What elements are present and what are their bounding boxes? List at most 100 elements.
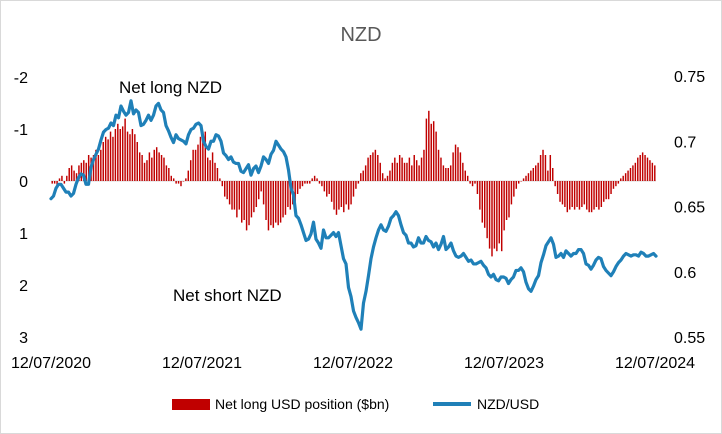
bar bbox=[530, 170, 532, 181]
bar bbox=[627, 170, 629, 181]
bar bbox=[328, 181, 330, 194]
bar bbox=[406, 162, 408, 181]
x-tick-label: 12/07/2021 bbox=[162, 355, 242, 372]
bar bbox=[350, 181, 352, 205]
bar bbox=[75, 173, 78, 181]
bar bbox=[447, 168, 449, 181]
bar bbox=[70, 165, 73, 181]
bar bbox=[481, 181, 484, 223]
bar bbox=[408, 157, 411, 181]
bar bbox=[430, 123, 432, 181]
bar bbox=[141, 155, 143, 181]
legend-bar-label: Net long USD position ($bn) bbox=[215, 396, 389, 412]
bar bbox=[634, 162, 637, 181]
nzdusd-line-group bbox=[49, 99, 658, 331]
bar bbox=[469, 181, 471, 184]
bar bbox=[440, 157, 442, 181]
bar bbox=[265, 181, 267, 220]
bar bbox=[219, 178, 221, 181]
x-tick-label: 12/07/2023 bbox=[464, 355, 544, 372]
bar bbox=[189, 160, 192, 181]
right-tick-label: 0.65 bbox=[674, 200, 705, 217]
bar bbox=[571, 181, 573, 207]
bar bbox=[578, 181, 581, 210]
bar bbox=[544, 155, 547, 181]
left-axis-ticks: -2 -1 0 1 2 3 bbox=[14, 70, 28, 347]
bar bbox=[136, 142, 138, 181]
bar bbox=[221, 181, 224, 187]
bar bbox=[483, 181, 486, 228]
right-tick-label: 0.7 bbox=[674, 134, 696, 151]
bar bbox=[423, 149, 425, 181]
bar bbox=[73, 170, 75, 181]
bar bbox=[586, 181, 588, 210]
bar bbox=[270, 181, 272, 226]
bar bbox=[148, 152, 151, 181]
right-tick-label: 0.6 bbox=[674, 265, 696, 282]
bar bbox=[214, 162, 216, 181]
x-tick-label: 12/07/2024 bbox=[615, 355, 695, 372]
bar bbox=[172, 178, 175, 181]
bar bbox=[505, 181, 508, 220]
bar bbox=[117, 123, 119, 181]
bar bbox=[491, 181, 493, 257]
bar bbox=[129, 134, 131, 181]
bar bbox=[87, 155, 90, 181]
net-long-annotation: Net long NZD bbox=[119, 78, 222, 97]
bar bbox=[231, 181, 233, 210]
bar bbox=[95, 149, 97, 181]
bar bbox=[442, 165, 445, 181]
bar bbox=[83, 160, 85, 181]
bar bbox=[131, 129, 134, 181]
bar bbox=[309, 181, 311, 184]
bar bbox=[146, 160, 148, 181]
bar bbox=[576, 181, 578, 207]
bar bbox=[552, 168, 554, 181]
bar bbox=[357, 181, 360, 184]
bar bbox=[158, 152, 160, 181]
bar bbox=[216, 168, 219, 181]
bar bbox=[279, 181, 282, 223]
bar bbox=[321, 181, 323, 187]
bar bbox=[377, 155, 379, 181]
bar bbox=[112, 136, 114, 181]
bar bbox=[355, 181, 357, 189]
bar bbox=[289, 181, 292, 210]
bar bbox=[241, 181, 243, 223]
bar bbox=[323, 181, 326, 192]
bar bbox=[163, 157, 165, 181]
bar bbox=[418, 165, 420, 181]
bar bbox=[581, 181, 583, 207]
bar bbox=[170, 175, 172, 181]
bar bbox=[403, 162, 406, 181]
bar bbox=[206, 157, 209, 181]
bar bbox=[561, 181, 564, 205]
bar bbox=[367, 157, 369, 181]
bar bbox=[583, 181, 586, 205]
bar bbox=[598, 181, 600, 210]
bar bbox=[338, 181, 340, 210]
bar bbox=[632, 165, 634, 181]
bar bbox=[151, 157, 153, 181]
bar bbox=[649, 160, 651, 181]
bar bbox=[498, 181, 501, 244]
bar bbox=[527, 173, 530, 181]
bar bbox=[287, 181, 289, 207]
bar bbox=[415, 160, 418, 181]
bar bbox=[197, 144, 199, 181]
net-short-annotation: Net short NZD bbox=[173, 286, 282, 305]
bar bbox=[466, 175, 469, 181]
bar bbox=[258, 181, 260, 200]
bar bbox=[124, 118, 126, 181]
bar bbox=[474, 181, 476, 184]
bar bbox=[175, 181, 177, 184]
legend: Net long USD position ($bn) NZD/USD bbox=[172, 396, 539, 412]
bar bbox=[343, 181, 345, 213]
right-tick-label: 0.55 bbox=[674, 330, 705, 347]
x-axis-ticks: 12/07/2020 12/07/2021 12/07/2022 12/07/2023… bbox=[11, 355, 695, 372]
bar bbox=[486, 181, 488, 239]
left-tick-label: -2 bbox=[14, 70, 28, 87]
bar bbox=[311, 178, 313, 181]
bar bbox=[107, 139, 109, 181]
bar bbox=[607, 181, 610, 200]
